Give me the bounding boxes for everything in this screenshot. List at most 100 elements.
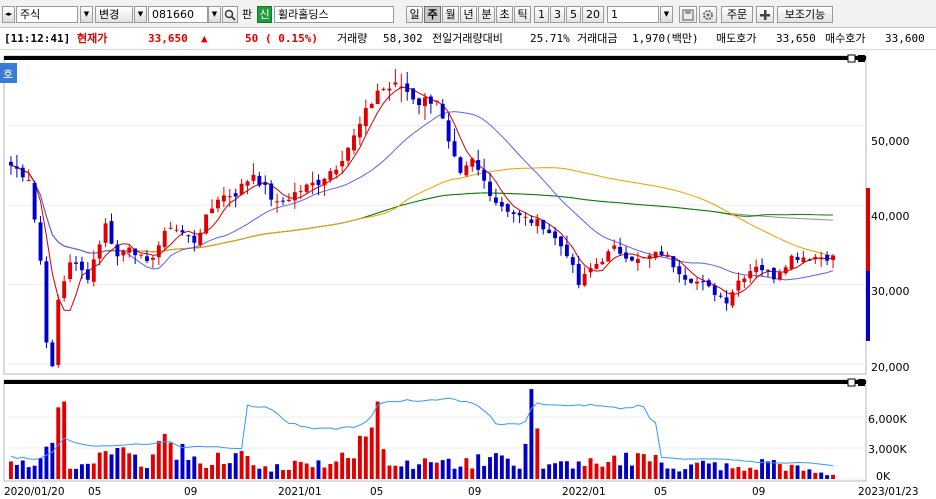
interval-dropdown-icon[interactable]: ▼	[660, 6, 673, 23]
market-select[interactable]: 주식	[16, 6, 78, 23]
candle-body	[145, 256, 149, 262]
volume-pane-close-icon[interactable]	[858, 379, 865, 386]
save-icon[interactable]	[679, 6, 697, 23]
volume-bar	[257, 468, 262, 479]
interval-3-button[interactable]: 3	[550, 6, 565, 23]
candle-body	[334, 169, 339, 175]
volume-bar	[44, 446, 49, 479]
candle-body	[511, 212, 516, 215]
candle-body	[14, 166, 19, 169]
price-pane[interactable]	[3, 55, 867, 375]
candle-body	[263, 182, 268, 185]
add-icon[interactable]	[756, 6, 774, 23]
candle-body	[742, 278, 747, 283]
tab-weekly[interactable]: 주	[424, 6, 441, 23]
candle-body	[133, 248, 138, 256]
current-price: 33,650	[148, 32, 188, 45]
order-button[interactable]: 주문	[721, 6, 753, 23]
interval-input[interactable]: 1	[607, 6, 659, 23]
candle-body	[440, 103, 445, 119]
candle-body	[310, 182, 315, 186]
candle-body	[434, 100, 439, 103]
stock-chart[interactable]: 호 50,000 40,000 30,000 20,000 6,000K 3,0…	[0, 50, 936, 499]
candle-body	[275, 201, 280, 203]
interval-20-button[interactable]: 20	[582, 6, 604, 23]
candle-body	[304, 184, 309, 192]
candle-body	[635, 259, 640, 264]
volume-bar	[239, 450, 244, 479]
code-menu-icon[interactable]: ▼	[134, 6, 147, 23]
candle-body	[91, 259, 96, 282]
quote-side-tab[interactable]	[0, 63, 17, 83]
volume-bar	[647, 461, 652, 479]
pane-close-icon[interactable]	[858, 55, 865, 62]
aux-function-button[interactable]: 보조기능	[777, 6, 833, 23]
candle-body	[748, 271, 753, 279]
candle-body	[476, 160, 481, 170]
volume-bar	[304, 463, 309, 479]
candle-body	[298, 191, 303, 193]
tab-minute[interactable]: 분	[478, 6, 495, 23]
volume-bar	[493, 453, 498, 479]
volume-bar	[742, 470, 747, 479]
candle-body	[470, 158, 475, 167]
volume-bar	[233, 453, 238, 479]
gear-icon[interactable]	[699, 6, 717, 23]
candle-body	[328, 171, 333, 180]
market-dropdown-icon[interactable]: ▼	[80, 6, 93, 23]
volume-bar	[417, 464, 421, 479]
volume-bar	[570, 468, 575, 479]
ma5-line	[10, 86, 834, 312]
change-button[interactable]: 변경	[95, 6, 133, 23]
price-label: 현재가	[77, 32, 108, 45]
candle-body	[322, 178, 327, 186]
volume-bar	[133, 454, 138, 479]
volume-bar	[606, 462, 611, 479]
volume-bar	[68, 468, 73, 479]
candle-body	[180, 230, 185, 233]
candle-body	[452, 141, 457, 157]
volume-bar	[547, 464, 552, 479]
volume-bar	[813, 472, 818, 479]
volume-bar	[428, 462, 433, 479]
volume-bar	[783, 470, 788, 479]
volume-bar	[801, 470, 806, 479]
volume-bar	[706, 463, 711, 479]
volume-axis-label: 3,000K	[868, 443, 907, 456]
candle-body	[535, 218, 540, 227]
volume-bar	[760, 459, 765, 479]
volume-bar	[97, 452, 102, 479]
candle-body	[50, 342, 55, 367]
date-axis-label: 2023/01/23	[858, 486, 919, 498]
volume-pane-maximize-icon[interactable]	[847, 378, 856, 387]
volume-bar	[641, 454, 646, 479]
market-prev-icon[interactable]: ◂▸	[2, 6, 15, 23]
candle-body	[233, 193, 238, 197]
code-dropdown-icon[interactable]: ▼	[208, 6, 221, 23]
volume-bar	[109, 454, 114, 479]
tab-second[interactable]: 초	[496, 6, 513, 23]
tab-monthly[interactable]: 월	[442, 6, 459, 23]
volume-bar	[700, 460, 705, 479]
date-axis-label: 09	[752, 486, 765, 498]
candle-body	[292, 192, 297, 201]
tab-daily[interactable]: 일	[406, 6, 423, 23]
candle-body	[807, 259, 812, 261]
interval-1-button[interactable]: 1	[534, 6, 549, 23]
volume-bar	[464, 458, 469, 479]
stock-code-input[interactable]: 081660	[148, 6, 208, 23]
volume-bar	[470, 468, 475, 479]
tab-yearly[interactable]: 년	[460, 6, 477, 23]
candle-body	[553, 231, 558, 239]
candle-body	[286, 199, 291, 202]
volume-bar	[91, 463, 96, 479]
pane-maximize-icon[interactable]	[847, 54, 856, 63]
interval-5-button[interactable]: 5	[566, 6, 581, 23]
tab-tick[interactable]: 틱	[514, 6, 531, 23]
volume-bar	[635, 453, 640, 479]
magnifier-icon[interactable]	[222, 6, 238, 23]
candle-body	[464, 165, 469, 176]
candle-body	[85, 269, 90, 280]
stock-name-field: 휠라홀딩스	[274, 6, 394, 23]
volume-bar	[251, 465, 256, 479]
